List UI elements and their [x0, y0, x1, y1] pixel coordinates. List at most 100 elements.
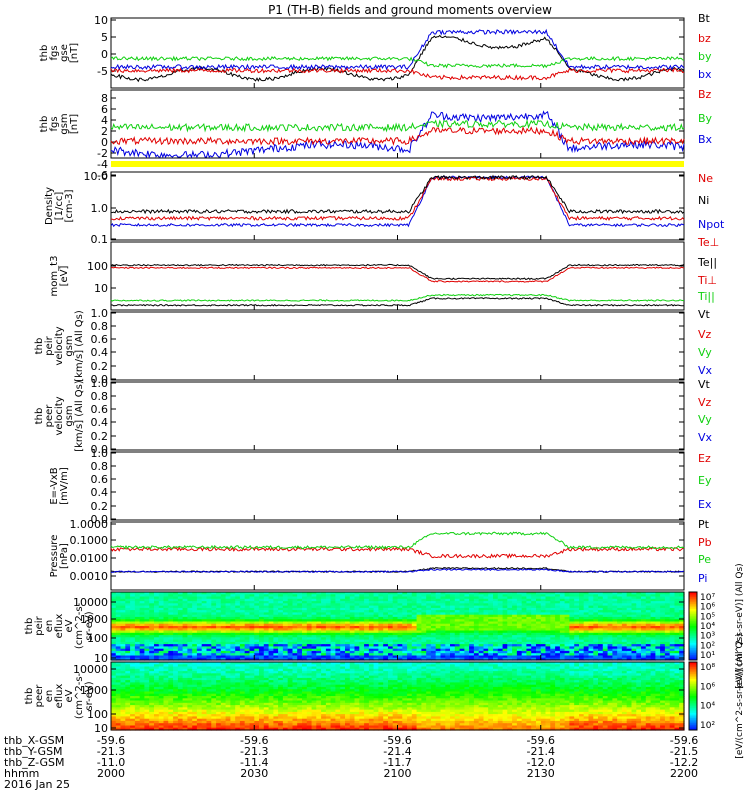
- spec-cell: [259, 621, 265, 625]
- spec-cell: [626, 592, 633, 595]
- spec-cell: [130, 621, 136, 625]
- spec-cell: [617, 607, 623, 611]
- spec-cell: [268, 610, 274, 613]
- spec-cell: [321, 612, 327, 616]
- spec-cell: [144, 698, 150, 702]
- spec-cell: [493, 653, 499, 657]
- spec-cell: [139, 716, 146, 720]
- spec-cell: [621, 639, 628, 643]
- spec-cell: [287, 639, 294, 643]
- spec-cell: [230, 675, 236, 679]
- spec-cell: [278, 723, 284, 727]
- spec-cell: [674, 626, 680, 629]
- spec-cell: [115, 592, 122, 595]
- spec-cell: [173, 603, 179, 607]
- spec-cell: [120, 646, 126, 650]
- spec-cell: [536, 612, 542, 616]
- spec-cell: [583, 596, 590, 600]
- spec-cell: [259, 616, 265, 620]
- spec-cell: [430, 650, 437, 654]
- spec-cell: [111, 702, 117, 706]
- y-tick-label: 0.6: [91, 473, 109, 486]
- spec-cell: [316, 596, 322, 600]
- spec-cell: [559, 646, 566, 650]
- spec-cell: [612, 630, 618, 634]
- spec-cell: [598, 605, 604, 609]
- spec-cell: [220, 705, 227, 708]
- spec-cell: [631, 605, 637, 609]
- spec-cell: [177, 603, 184, 607]
- spec-cell: [168, 711, 174, 715]
- spec-cell: [378, 596, 384, 600]
- spec-cell: [287, 648, 294, 652]
- spec-cell: [163, 714, 169, 717]
- spec-cell: [139, 711, 146, 715]
- spec-cell: [397, 601, 403, 604]
- spec-cell: [669, 637, 676, 641]
- spec-cell: [225, 641, 231, 645]
- spec-cell: [120, 601, 126, 604]
- spec-cell: [574, 619, 580, 623]
- spec-cell: [125, 682, 131, 686]
- spec-cell: [388, 592, 394, 595]
- spec-cell: [330, 614, 336, 618]
- spec-cell: [239, 607, 246, 611]
- spec-cell: [216, 705, 222, 708]
- spec-cell: [454, 614, 461, 618]
- spec-cell: [550, 621, 556, 625]
- spec-cell: [507, 594, 513, 598]
- spec-cell: [536, 621, 542, 625]
- spec-cell: [144, 689, 150, 693]
- spec-cell: [569, 592, 575, 595]
- spec-cell: [536, 619, 542, 623]
- spec-cell: [182, 684, 188, 688]
- spec-cell: [225, 626, 231, 629]
- spec-cell: [278, 619, 284, 623]
- spec-cell: [249, 696, 255, 699]
- spec-cell: [416, 630, 422, 634]
- spec-cell: [134, 720, 141, 724]
- spec-cell: [368, 632, 375, 636]
- spec-cell: [206, 592, 212, 595]
- spec-cell: [521, 612, 528, 616]
- spec-cell: [130, 662, 136, 665]
- spec-cell: [469, 616, 475, 620]
- spec-cell: [115, 714, 122, 717]
- colorbar-cell: [689, 598, 697, 601]
- spec-cell: [359, 630, 365, 634]
- spec-cell: [306, 616, 313, 620]
- spec-cell: [607, 626, 613, 629]
- spec-cell: [540, 628, 547, 632]
- spec-cell: [282, 614, 289, 618]
- spec-cell: [598, 646, 604, 650]
- spec-cell: [292, 619, 298, 623]
- spec-cell: [282, 603, 289, 607]
- spec-cell: [302, 596, 308, 600]
- spec-cell: [392, 639, 399, 643]
- spec-cell: [636, 592, 642, 595]
- spec-cell: [478, 657, 485, 661]
- spec-cell: [273, 696, 279, 699]
- spec-cell: [177, 594, 184, 598]
- spec-cell: [177, 668, 184, 672]
- spec-cell: [139, 725, 146, 729]
- spec-cell: [493, 592, 499, 595]
- spec-cell: [158, 702, 165, 706]
- spec-cell: [388, 616, 394, 620]
- spec-cell: [220, 702, 227, 706]
- spec-cell: [149, 596, 155, 600]
- spec-cell: [168, 621, 174, 625]
- spec-cell: [120, 635, 126, 638]
- spec-cell: [220, 727, 227, 731]
- spec-cell: [225, 673, 231, 677]
- spec-cell: [617, 637, 623, 641]
- spec-cell: [540, 632, 547, 636]
- spec-cell: [149, 671, 155, 674]
- spec-cell: [177, 655, 184, 659]
- spec-cell: [187, 727, 193, 731]
- spec-cell: [115, 682, 122, 686]
- spec-cell: [512, 650, 518, 654]
- spec-cell: [617, 610, 623, 613]
- spec-cell: [593, 601, 599, 604]
- spec-cell: [330, 596, 336, 600]
